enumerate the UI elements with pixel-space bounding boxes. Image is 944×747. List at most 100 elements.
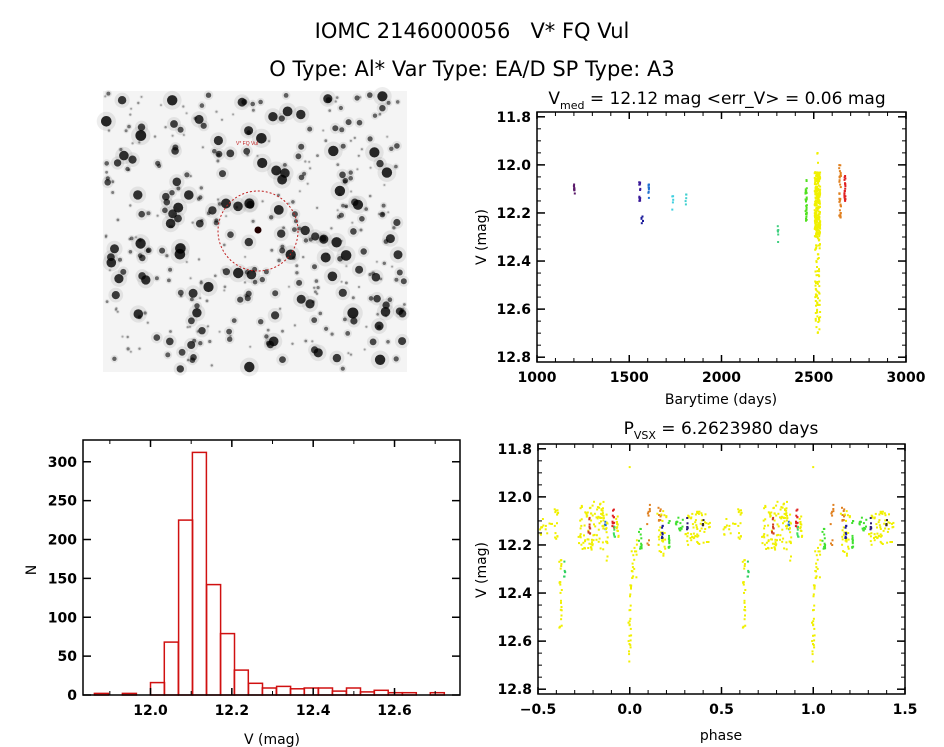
data-point bbox=[845, 538, 848, 541]
star bbox=[138, 210, 145, 218]
data-point bbox=[815, 261, 818, 264]
star bbox=[197, 258, 201, 261]
data-point bbox=[659, 526, 662, 529]
data-point bbox=[842, 550, 845, 553]
star bbox=[376, 313, 379, 316]
phase-curve-ytick-label: 12.0 bbox=[497, 490, 532, 506]
data-point bbox=[816, 207, 819, 210]
data-point bbox=[812, 593, 815, 596]
histogram-xlabel: V (mag) bbox=[244, 732, 300, 747]
data-point bbox=[640, 544, 643, 546]
data-point bbox=[740, 511, 743, 514]
data-point bbox=[818, 238, 821, 241]
data-point bbox=[605, 559, 608, 562]
data-point bbox=[805, 204, 808, 207]
data-point bbox=[816, 172, 819, 175]
star bbox=[378, 112, 382, 116]
data-point bbox=[878, 524, 881, 527]
star-halo bbox=[198, 217, 205, 224]
data-point bbox=[843, 196, 846, 199]
data-point bbox=[628, 643, 631, 645]
data-point bbox=[660, 513, 663, 516]
data-point bbox=[554, 509, 557, 512]
data-point bbox=[594, 525, 597, 528]
star bbox=[340, 366, 345, 371]
data-point bbox=[824, 544, 827, 546]
data-point bbox=[742, 625, 745, 628]
star bbox=[296, 294, 306, 304]
star bbox=[311, 317, 318, 323]
light-curve-xtick-label: 3000 bbox=[887, 370, 926, 386]
data-point bbox=[703, 530, 706, 533]
star-halo bbox=[185, 357, 191, 363]
data-point bbox=[602, 514, 605, 517]
data-point bbox=[686, 535, 689, 538]
histogram-xtick-label: 12.2 bbox=[215, 703, 250, 719]
data-point bbox=[839, 197, 842, 200]
star bbox=[349, 353, 353, 356]
data-point bbox=[831, 544, 834, 546]
star-halo bbox=[356, 153, 361, 158]
data-point bbox=[844, 532, 847, 534]
data-point bbox=[629, 627, 632, 630]
data-point bbox=[851, 539, 854, 542]
star bbox=[162, 192, 170, 201]
star bbox=[216, 198, 220, 201]
data-point bbox=[601, 513, 604, 516]
data-point bbox=[805, 215, 808, 218]
histogram-ytick-label: 150 bbox=[48, 571, 77, 587]
data-point bbox=[865, 518, 868, 521]
data-point bbox=[744, 606, 746, 608]
data-point bbox=[548, 522, 551, 525]
star bbox=[153, 135, 157, 138]
data-point bbox=[799, 521, 802, 524]
data-point bbox=[764, 504, 767, 507]
star bbox=[214, 218, 219, 223]
star bbox=[379, 211, 386, 218]
data-point bbox=[579, 536, 582, 539]
data-point bbox=[667, 538, 670, 541]
star bbox=[169, 190, 175, 196]
data-point bbox=[816, 232, 819, 235]
star-halo bbox=[357, 285, 361, 289]
data-point bbox=[882, 529, 885, 532]
star bbox=[365, 325, 368, 328]
data-point bbox=[816, 225, 819, 228]
data-point bbox=[817, 321, 820, 323]
data-point bbox=[818, 213, 821, 215]
star bbox=[189, 175, 192, 178]
data-point bbox=[873, 539, 876, 542]
star-halo bbox=[188, 174, 193, 179]
data-point bbox=[640, 545, 643, 548]
star bbox=[174, 214, 182, 223]
data-point bbox=[839, 175, 842, 177]
data-point bbox=[560, 609, 563, 612]
data-point bbox=[640, 537, 643, 540]
data-point bbox=[629, 646, 632, 649]
star bbox=[171, 134, 174, 137]
star bbox=[348, 176, 354, 181]
data-point bbox=[812, 624, 815, 627]
data-point bbox=[869, 517, 872, 519]
star bbox=[354, 95, 360, 101]
data-point bbox=[777, 230, 779, 233]
data-point bbox=[814, 197, 817, 200]
star bbox=[191, 221, 194, 224]
data-point bbox=[832, 510, 835, 513]
star bbox=[356, 168, 359, 171]
star bbox=[367, 92, 373, 98]
star bbox=[175, 243, 186, 254]
data-point bbox=[779, 534, 782, 537]
data-point bbox=[815, 230, 818, 233]
data-point bbox=[658, 550, 661, 553]
light-curve-ytick-label: 12.8 bbox=[496, 350, 531, 366]
star-halo bbox=[222, 288, 227, 293]
data-point bbox=[817, 291, 820, 294]
star bbox=[373, 294, 381, 303]
data-point bbox=[638, 183, 641, 186]
data-point bbox=[661, 535, 664, 538]
data-point bbox=[797, 535, 800, 538]
data-point bbox=[847, 532, 850, 534]
star bbox=[355, 265, 364, 274]
star bbox=[165, 254, 169, 258]
